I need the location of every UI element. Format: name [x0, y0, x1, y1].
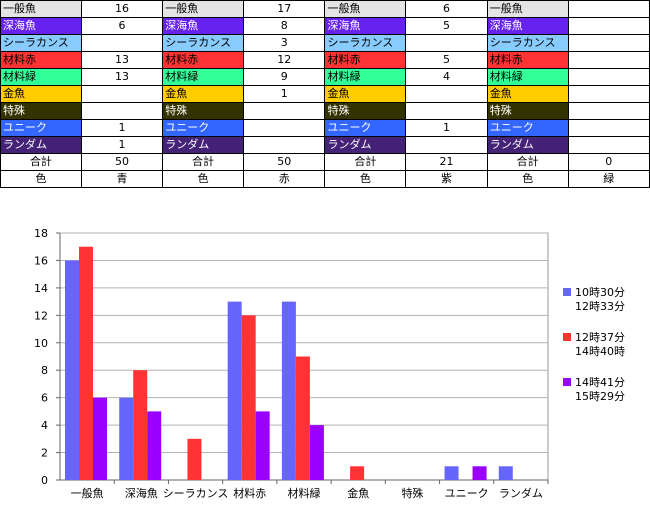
table-label-cell[interactable]: ユニーク — [324, 119, 407, 137]
bar — [309, 425, 324, 480]
y-tick-label: 8 — [41, 364, 48, 377]
data-table: 一般魚 16 一般魚 17 一般魚 6 一般魚 深海魚 6 深海魚 8 深海魚 5 深海魚 シーラカンス シー… — [0, 0, 650, 188]
bar — [79, 246, 93, 480]
table-label-cell[interactable]: 材料緑 — [162, 68, 245, 86]
table-label-cell[interactable]: 金魚 — [324, 85, 407, 103]
bar — [227, 301, 242, 480]
bar — [255, 411, 270, 480]
y-tick-label: 0 — [41, 474, 48, 487]
table-label-cell[interactable]: 深海魚 — [0, 17, 82, 35]
bar — [65, 260, 79, 480]
x-tick-label: ランダム — [499, 486, 543, 500]
x-tick-label: 材料赤 — [233, 486, 266, 500]
table-label-cell[interactable]: 色 — [324, 170, 407, 188]
y-tick-label: 10 — [34, 337, 48, 350]
table-label-cell[interactable]: 金魚 — [0, 85, 82, 103]
y-tick-label: 2 — [41, 447, 48, 460]
bar — [295, 356, 310, 480]
bar — [241, 315, 256, 480]
bar — [133, 370, 148, 480]
table-label-cell[interactable]: ユニーク — [162, 119, 245, 137]
table-label-cell[interactable]: 深海魚 — [162, 17, 245, 35]
table-row: シーラカンス シーラカンス 3 シーラカンス シーラカンス — [0, 34, 650, 52]
x-tick-label: 一般魚 — [71, 487, 104, 500]
table-label-cell[interactable]: 一般魚 — [0, 0, 82, 18]
legend-swatch — [563, 378, 571, 386]
table-value-cell[interactable]: 紫 — [405, 170, 488, 188]
y-tick-label: 4 — [41, 419, 48, 432]
table-label-cell[interactable]: シーラカンス — [486, 34, 569, 52]
table-label-cell[interactable]: 材料赤 — [324, 51, 407, 69]
table-label-cell[interactable]: ユニーク — [0, 119, 82, 137]
y-tick-label: 12 — [34, 309, 48, 322]
table-label-cell[interactable]: ユニーク — [486, 119, 569, 137]
bar — [472, 466, 487, 480]
table-row: 材料緑 13 材料緑 9 材料緑 4 材料緑 — [0, 68, 650, 86]
y-tick-label: 16 — [34, 254, 48, 267]
legend-label: 14時40時 — [575, 345, 625, 358]
table-row: 特殊 特殊 特殊 特殊 — [0, 102, 650, 120]
table-value-cell[interactable]: 青 — [80, 170, 164, 188]
legend-swatch — [563, 333, 571, 341]
table-label-cell[interactable]: 材料緑 — [324, 68, 407, 86]
table-label-cell[interactable]: シーラカンス — [324, 34, 407, 52]
bar — [444, 466, 459, 480]
x-tick-label: 深海魚 — [125, 486, 158, 500]
table-value-cell[interactable]: 50 — [80, 153, 164, 171]
bar — [147, 411, 162, 480]
legend-label: 14時41分 — [575, 376, 625, 389]
table-label-cell[interactable]: 一般魚 — [486, 0, 569, 18]
bar — [281, 301, 296, 480]
table-label-cell[interactable]: 特殊 — [0, 102, 82, 120]
table-value-cell[interactable]: 緑 — [567, 170, 650, 188]
table-label-cell[interactable]: 材料緑 — [0, 68, 82, 86]
x-tick-label: シーラカンス — [163, 487, 229, 500]
bar — [119, 397, 134, 480]
y-tick-label: 6 — [41, 392, 48, 405]
x-tick-label: 金魚 — [347, 486, 369, 500]
legend-label: 10時30分 — [575, 286, 625, 299]
table-label-cell[interactable]: シーラカンス — [0, 34, 82, 52]
table-row: 深海魚 6 深海魚 8 深海魚 5 深海魚 — [0, 17, 650, 35]
bar — [93, 397, 107, 480]
table-value-cell[interactable]: 12 — [243, 51, 326, 69]
x-tick-label: 材料緑 — [288, 486, 321, 500]
bar — [187, 438, 202, 480]
x-tick-label: 特殊 — [401, 486, 423, 500]
table-label-cell[interactable]: ランダム — [324, 136, 407, 154]
bar — [350, 466, 365, 480]
legend-label: 12時37分 — [575, 331, 625, 344]
table-label-cell[interactable]: 金魚 — [162, 85, 245, 103]
legend-label: 12時33分 — [575, 300, 625, 313]
table-label-cell[interactable]: 色 — [0, 170, 82, 188]
table-value-cell[interactable]: 赤 — [243, 170, 326, 188]
table-label-cell[interactable]: シーラカンス — [162, 34, 245, 52]
table-row: 色青色赤色紫色緑 — [0, 170, 650, 188]
table-row: ランダム 1 ランダム ランダム ランダム — [0, 136, 650, 154]
table-label-cell[interactable]: 深海魚 — [324, 17, 407, 35]
y-tick-label: 14 — [34, 282, 48, 295]
legend-label: 15時29分 — [575, 390, 625, 403]
table-label-cell[interactable]: 特殊 — [486, 102, 569, 120]
table-label-cell[interactable]: 材料赤 — [486, 51, 569, 69]
legend-swatch — [563, 288, 571, 296]
y-tick-label: 18 — [34, 227, 48, 240]
table-label-cell[interactable]: ランダム — [486, 136, 569, 154]
bar — [498, 466, 513, 480]
table-label-cell[interactable]: 材料赤 — [162, 51, 245, 69]
x-tick-label: ユニーク — [445, 487, 489, 500]
